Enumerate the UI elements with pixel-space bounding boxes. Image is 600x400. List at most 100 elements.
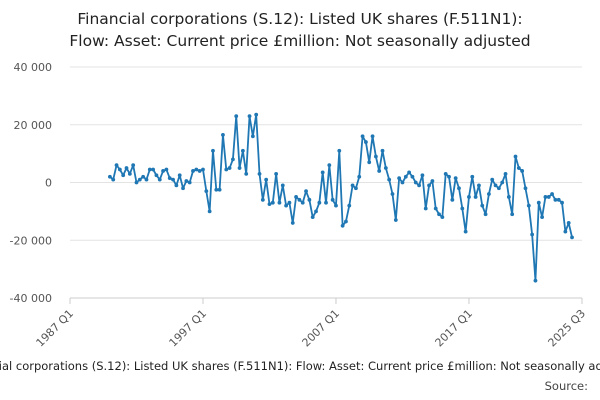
data-point[interactable] xyxy=(553,197,558,202)
data-point[interactable] xyxy=(523,186,528,191)
data-point[interactable] xyxy=(493,183,498,188)
data-point[interactable] xyxy=(131,163,136,168)
data-point[interactable] xyxy=(377,169,382,173)
data-point[interactable] xyxy=(124,166,129,170)
data-point[interactable] xyxy=(187,180,192,185)
data-point[interactable] xyxy=(144,177,149,182)
data-point[interactable] xyxy=(350,183,355,188)
data-point[interactable] xyxy=(443,171,448,176)
data-point[interactable] xyxy=(117,167,122,172)
data-point[interactable] xyxy=(483,212,488,217)
data-point[interactable] xyxy=(570,235,574,240)
data-point[interactable] xyxy=(121,173,126,178)
data-point[interactable] xyxy=(167,176,172,181)
data-point[interactable] xyxy=(240,148,245,153)
data-point[interactable] xyxy=(327,163,332,168)
data-point[interactable] xyxy=(320,170,325,175)
data-point[interactable] xyxy=(423,206,428,211)
data-point[interactable] xyxy=(334,203,338,208)
data-point[interactable] xyxy=(297,197,302,202)
data-point[interactable] xyxy=(304,189,308,194)
data-point[interactable] xyxy=(134,180,139,185)
data-point[interactable] xyxy=(217,187,222,192)
data-point[interactable] xyxy=(141,174,146,179)
data-point[interactable] xyxy=(540,215,544,220)
data-point[interactable] xyxy=(400,180,405,185)
data-point[interactable] xyxy=(417,183,421,188)
data-point[interactable] xyxy=(337,148,342,153)
data-point[interactable] xyxy=(367,160,372,165)
data-point[interactable] xyxy=(254,112,259,117)
data-point[interactable] xyxy=(440,215,445,220)
data-point[interactable] xyxy=(560,200,564,205)
data-point[interactable] xyxy=(364,140,368,144)
data-point[interactable] xyxy=(184,179,189,183)
data-point[interactable] xyxy=(224,167,229,172)
data-point[interactable] xyxy=(207,209,212,214)
data-point[interactable] xyxy=(430,179,435,183)
data-point[interactable] xyxy=(533,278,538,283)
data-point[interactable] xyxy=(274,171,279,176)
data-point[interactable] xyxy=(380,148,385,153)
data-point[interactable] xyxy=(556,197,561,202)
data-point[interactable] xyxy=(344,219,348,224)
data-point[interactable] xyxy=(267,202,272,207)
data-point[interactable] xyxy=(403,174,408,179)
data-point[interactable] xyxy=(433,206,438,211)
data-point[interactable] xyxy=(513,154,518,159)
data-point[interactable] xyxy=(264,177,269,182)
data-point[interactable] xyxy=(161,169,165,173)
data-point[interactable] xyxy=(310,215,315,220)
data-point[interactable] xyxy=(280,183,285,188)
data-point[interactable] xyxy=(314,209,318,214)
data-point[interactable] xyxy=(543,195,548,199)
data-point[interactable] xyxy=(270,200,275,205)
data-point[interactable] xyxy=(437,212,441,217)
data-point[interactable] xyxy=(204,189,209,194)
data-point[interactable] xyxy=(397,176,402,181)
data-point[interactable] xyxy=(260,197,265,202)
data-point[interactable] xyxy=(387,177,392,182)
data-point[interactable] xyxy=(211,148,215,153)
data-point[interactable] xyxy=(357,174,362,179)
data-point[interactable] xyxy=(477,183,481,188)
data-point[interactable] xyxy=(247,114,252,118)
data-point[interactable] xyxy=(164,167,169,172)
data-point[interactable] xyxy=(307,197,312,202)
data-point[interactable] xyxy=(480,203,485,208)
data-point[interactable] xyxy=(324,200,328,205)
data-point[interactable] xyxy=(427,183,431,188)
data-point[interactable] xyxy=(294,195,298,199)
data-point[interactable] xyxy=(373,154,378,159)
data-point[interactable] xyxy=(410,174,415,179)
data-point[interactable] xyxy=(244,171,249,176)
data-point[interactable] xyxy=(151,167,156,172)
data-point[interactable] xyxy=(420,173,425,178)
data-point[interactable] xyxy=(566,221,571,225)
data-point[interactable] xyxy=(227,166,232,170)
data-point[interactable] xyxy=(330,197,335,202)
data-point[interactable] xyxy=(340,223,345,228)
data-point[interactable] xyxy=(563,229,568,234)
data-point[interactable] xyxy=(467,195,471,199)
data-point[interactable] xyxy=(503,171,508,176)
data-point[interactable] xyxy=(450,197,455,202)
data-point[interactable] xyxy=(370,134,375,139)
data-point[interactable] xyxy=(181,186,185,191)
data-point[interactable] xyxy=(127,171,132,176)
data-point[interactable] xyxy=(550,192,554,196)
data-point[interactable] xyxy=(234,114,239,118)
data-point[interactable] xyxy=(231,157,235,162)
data-point[interactable] xyxy=(407,170,412,175)
data-point[interactable] xyxy=(277,200,282,205)
data-point[interactable] xyxy=(390,192,395,196)
data-point[interactable] xyxy=(317,200,322,205)
data-point[interactable] xyxy=(536,200,541,205)
data-point[interactable] xyxy=(470,174,475,179)
data-point[interactable] xyxy=(237,166,242,170)
data-point[interactable] xyxy=(290,221,295,225)
data-point[interactable] xyxy=(257,171,262,176)
data-point[interactable] xyxy=(413,180,418,185)
data-point[interactable] xyxy=(460,206,465,211)
data-point[interactable] xyxy=(393,218,398,222)
